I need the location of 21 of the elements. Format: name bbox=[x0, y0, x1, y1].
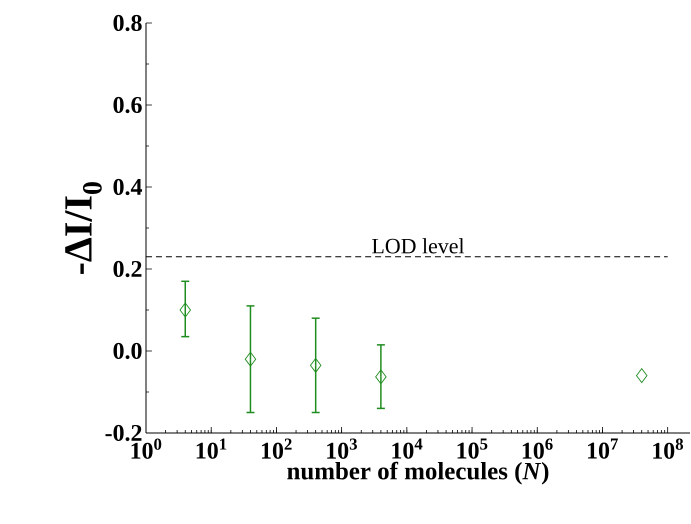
point bbox=[310, 358, 322, 373]
x-tick-label: 10$^{2}$ bbox=[262, 438, 292, 459]
point bbox=[375, 369, 387, 384]
x-axis-title: number of molecules (N) bbox=[287, 462, 548, 485]
x-tick-label: 10$^{7}$ bbox=[588, 438, 618, 459]
x-tick-label: 10$^{6}$ bbox=[522, 438, 553, 459]
y-tick-label: 0.6 bbox=[114, 96, 142, 114]
x-tick-label: 10$^{8}$ bbox=[653, 438, 684, 459]
point bbox=[244, 352, 256, 367]
y-tick-label: -0.2 bbox=[106, 424, 142, 442]
x-tick-label: 10$^{4}$ bbox=[392, 438, 422, 459]
x-tick-label: 10$^{3}$ bbox=[327, 438, 357, 459]
y-tick-label: 0.0 bbox=[114, 342, 142, 360]
y-tick-label: 0.4 bbox=[114, 178, 142, 196]
x-tick-label: 10$^{5}$ bbox=[458, 438, 488, 459]
point bbox=[180, 302, 191, 318]
ref-line-label: LOD level bbox=[372, 238, 464, 254]
y-tick-label: 0.2 bbox=[114, 260, 142, 278]
x-tick-label: 10$^{1}$ bbox=[196, 438, 226, 459]
y-axis-title: -ΔI/I$_{0}$ bbox=[65, 182, 102, 274]
y-tick-label: 0.8 bbox=[114, 14, 142, 32]
